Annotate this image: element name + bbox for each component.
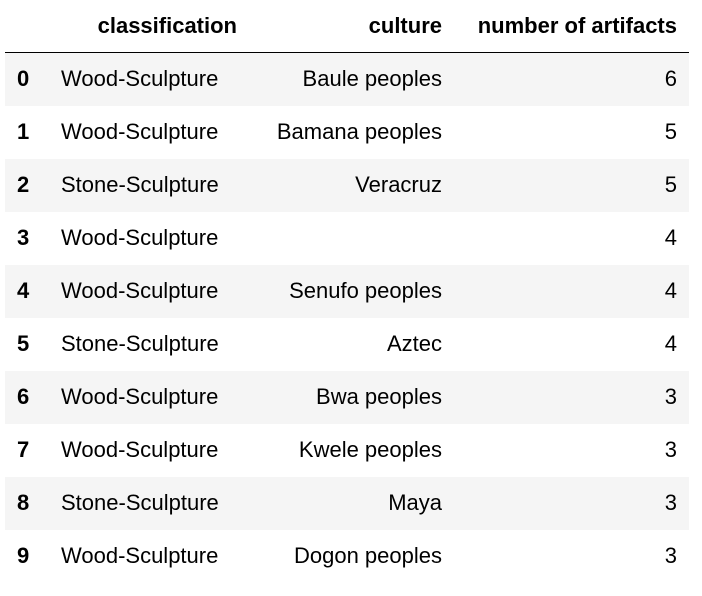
artifact-count-cell: 5: [664, 119, 677, 144]
culture-cell: Maya: [388, 490, 442, 515]
artifact-count-cell: 3: [664, 543, 677, 568]
classification-cell: Wood-Sculpture: [61, 119, 219, 144]
row-index: 1: [17, 119, 30, 144]
table-row: 6 Wood-Sculpture Bwa peoples 3: [5, 370, 689, 424]
classification-cell: Wood-Sculpture: [61, 225, 219, 250]
table-row: 9 Wood-Sculpture Dogon peoples 3: [5, 529, 689, 583]
artifact-count-cell: 3: [664, 384, 677, 409]
artifact-count-cell: 3: [664, 437, 677, 462]
row-index: 6: [17, 384, 30, 409]
row-index: 7: [17, 437, 30, 462]
classification-cell: Stone-Sculpture: [61, 490, 219, 515]
table-row: 8 Stone-Sculpture Maya 3: [5, 476, 689, 530]
culture-cell: [249, 212, 454, 265]
culture-cell: Kwele peoples: [298, 437, 442, 462]
header-row: classification culture number of artifac…: [5, 0, 689, 53]
row-index: 3: [17, 225, 30, 250]
row-index: 8: [17, 490, 30, 515]
classification-cell: Wood-Sculpture: [61, 437, 219, 462]
culture-cell: Aztec: [386, 331, 442, 356]
artifact-count-cell: 3: [664, 490, 677, 515]
dataframe-table: classification culture number of artifac…: [5, 0, 689, 583]
classification-cell: Wood-Sculpture: [61, 384, 219, 409]
culture-cell: Bwa peoples: [316, 384, 442, 409]
table-row: 0 Wood-Sculpture Baule peoples 6: [5, 52, 689, 106]
culture-cell: Baule peoples: [302, 66, 442, 92]
row-index: 9: [17, 543, 30, 568]
artifact-count-cell: 4: [664, 278, 677, 303]
classification-cell: Wood-Sculpture: [61, 66, 219, 92]
table-row: 1 Wood-Sculpture Bamana peoples 5: [5, 105, 689, 159]
dataframe-output: classification culture number of artifac…: [5, 0, 689, 583]
classification-cell: Stone-Sculpture: [61, 172, 219, 197]
number-of-artifacts-header: number of artifacts: [454, 0, 689, 53]
table-row: 3 Wood-Sculpture 4: [5, 211, 689, 265]
classification-cell: Wood-Sculpture: [61, 278, 219, 303]
classification-header: classification: [49, 0, 249, 53]
classification-cell: Stone-Sculpture: [61, 331, 219, 356]
culture-cell: Veracruz: [355, 172, 442, 197]
table-row: 5 Stone-Sculpture Aztec 4: [5, 317, 689, 371]
table-row: 4 Wood-Sculpture Senufo peoples 4: [5, 264, 689, 318]
index-header: [5, 0, 49, 53]
table-row: 7 Wood-Sculpture Kwele peoples 3: [5, 423, 689, 477]
row-index: 4: [17, 278, 30, 303]
artifact-count-cell: 4: [664, 331, 677, 356]
row-index: 0: [17, 66, 30, 92]
culture-cell: Dogon peoples: [293, 543, 442, 568]
culture-cell: Bamana peoples: [276, 119, 442, 144]
artifact-count-cell: 6: [664, 66, 677, 92]
culture-header: culture: [249, 0, 454, 53]
table-body: 0 Wood-Sculpture Baule peoples 6 1 Wood-…: [5, 52, 689, 583]
row-index: 5: [17, 331, 30, 356]
artifact-count-cell: 5: [664, 172, 677, 197]
table-row: 2 Stone-Sculpture Veracruz 5: [5, 158, 689, 212]
artifact-count-cell: 4: [664, 225, 677, 250]
table-header: classification culture number of artifac…: [5, 0, 689, 53]
classification-cell: Wood-Sculpture: [61, 543, 219, 568]
culture-cell: Senufo peoples: [289, 278, 442, 303]
row-index: 2: [17, 172, 30, 197]
